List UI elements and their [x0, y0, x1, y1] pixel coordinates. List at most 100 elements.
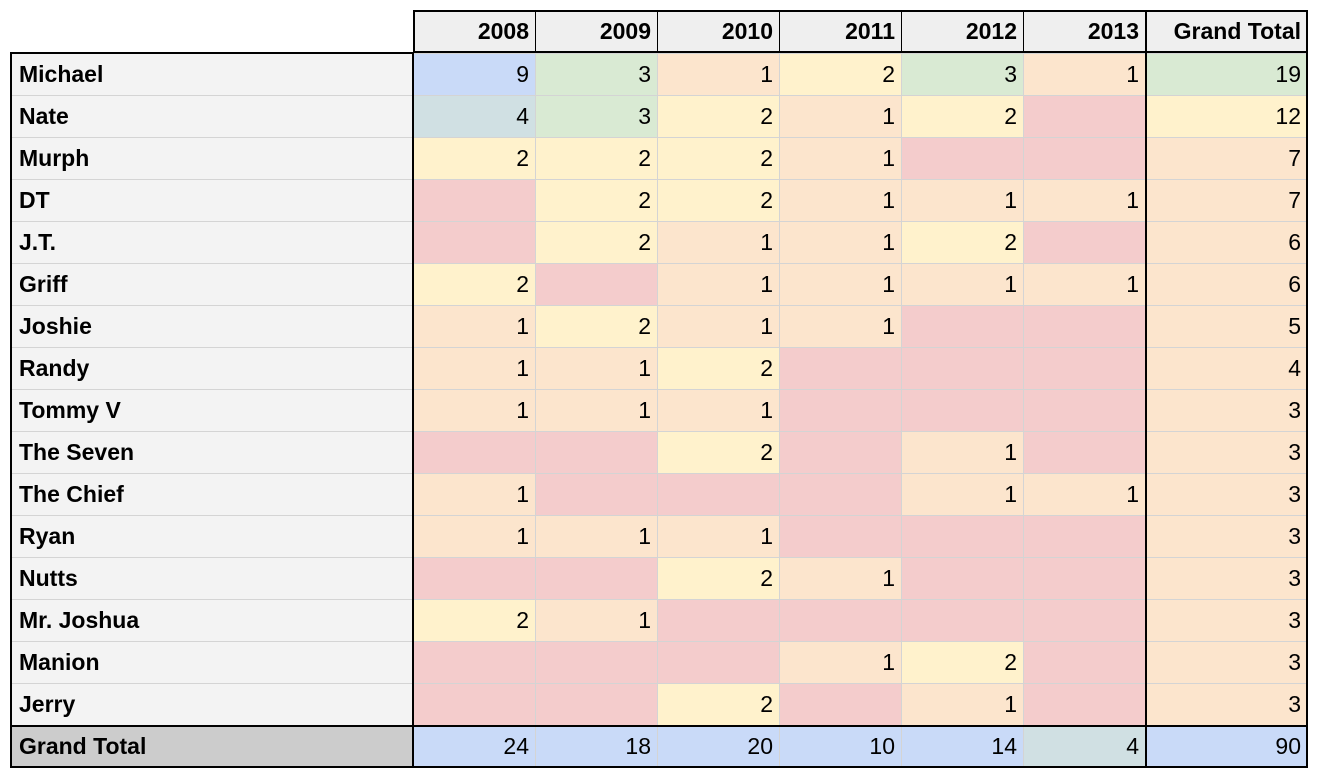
value-cell: [1023, 431, 1146, 474]
value-cell: 1: [535, 389, 658, 432]
value-cell: 7: [1145, 179, 1308, 222]
column-header: Grand Total: [1145, 10, 1308, 53]
value-cell: [779, 683, 902, 726]
value-cell: 1: [901, 683, 1024, 726]
value-cell: 6: [1145, 221, 1308, 264]
value-cell: [413, 641, 536, 684]
value-cell: 20: [657, 725, 780, 768]
value-cell: [901, 305, 1024, 348]
value-cell: 1: [1023, 179, 1146, 222]
value-cell: 2: [657, 179, 780, 222]
row-label: Nutts: [10, 557, 414, 600]
row-label: Randy: [10, 347, 414, 390]
value-cell: 1: [413, 515, 536, 558]
value-cell: 1: [535, 515, 658, 558]
value-cell: 1: [657, 221, 780, 264]
row-label: Michael: [10, 53, 414, 96]
value-cell: [657, 473, 780, 516]
value-cell: 2: [657, 137, 780, 180]
value-cell: 4: [413, 95, 536, 138]
value-cell: 4: [1145, 347, 1308, 390]
value-cell: 1: [413, 389, 536, 432]
value-cell: 1: [779, 305, 902, 348]
value-cell: 1: [413, 305, 536, 348]
value-cell: 1: [657, 389, 780, 432]
value-cell: 14: [901, 725, 1024, 768]
value-cell: 19: [1145, 53, 1308, 96]
value-cell: [779, 473, 902, 516]
value-cell: [413, 431, 536, 474]
row-label: DT: [10, 179, 414, 222]
value-cell: 2: [657, 95, 780, 138]
value-cell: 2: [657, 557, 780, 600]
value-cell: 2: [535, 305, 658, 348]
value-cell: 1: [779, 137, 902, 180]
value-cell: [901, 137, 1024, 180]
value-cell: 2: [657, 683, 780, 726]
value-cell: 3: [1145, 641, 1308, 684]
value-cell: 1: [901, 473, 1024, 516]
value-cell: [1023, 137, 1146, 180]
value-cell: [1023, 641, 1146, 684]
row-label: Griff: [10, 263, 414, 306]
value-cell: [535, 263, 658, 306]
value-cell: [657, 599, 780, 642]
column-header: 2008: [413, 10, 536, 53]
value-cell: 2: [535, 179, 658, 222]
row-label: Joshie: [10, 305, 414, 348]
value-cell: 18: [535, 725, 658, 768]
column-header: 2011: [779, 10, 902, 53]
value-cell: 3: [1145, 515, 1308, 558]
value-cell: 24: [413, 725, 536, 768]
value-cell: 2: [413, 137, 536, 180]
value-cell: 3: [1145, 473, 1308, 516]
value-cell: 3: [1145, 683, 1308, 726]
value-cell: 3: [901, 53, 1024, 96]
value-cell: 1: [657, 53, 780, 96]
value-cell: 1: [779, 557, 902, 600]
value-cell: [413, 179, 536, 222]
row-label: Nate: [10, 95, 414, 138]
value-cell: [901, 557, 1024, 600]
value-cell: [413, 221, 536, 264]
column-header: 2013: [1023, 10, 1146, 53]
value-cell: [901, 389, 1024, 432]
value-cell: 3: [1145, 599, 1308, 642]
value-cell: 2: [535, 137, 658, 180]
value-cell: 1: [657, 263, 780, 306]
value-cell: 3: [535, 95, 658, 138]
value-cell: 1: [657, 305, 780, 348]
value-cell: [1023, 305, 1146, 348]
value-cell: 2: [901, 641, 1024, 684]
value-cell: [1023, 389, 1146, 432]
value-cell: [901, 599, 1024, 642]
value-cell: [1023, 95, 1146, 138]
value-cell: [779, 515, 902, 558]
value-cell: 1: [657, 515, 780, 558]
value-cell: [535, 683, 658, 726]
value-cell: 10: [779, 725, 902, 768]
value-cell: 90: [1145, 725, 1308, 768]
row-label: The Chief: [10, 473, 414, 516]
row-label: Jerry: [10, 683, 414, 726]
row-label: Tommy V: [10, 389, 414, 432]
value-cell: 1: [779, 95, 902, 138]
value-cell: 2: [535, 221, 658, 264]
value-cell: 5: [1145, 305, 1308, 348]
value-cell: 3: [535, 53, 658, 96]
value-cell: 9: [413, 53, 536, 96]
row-label: Ryan: [10, 515, 414, 558]
value-cell: [535, 431, 658, 474]
value-cell: 3: [1145, 389, 1308, 432]
value-cell: [779, 599, 902, 642]
value-cell: [1023, 221, 1146, 264]
value-cell: [1023, 599, 1146, 642]
value-cell: 1: [901, 263, 1024, 306]
value-cell: [779, 431, 902, 474]
value-cell: 1: [413, 473, 536, 516]
value-cell: [779, 389, 902, 432]
value-cell: 3: [1145, 557, 1308, 600]
value-cell: [901, 347, 1024, 390]
value-cell: [535, 641, 658, 684]
